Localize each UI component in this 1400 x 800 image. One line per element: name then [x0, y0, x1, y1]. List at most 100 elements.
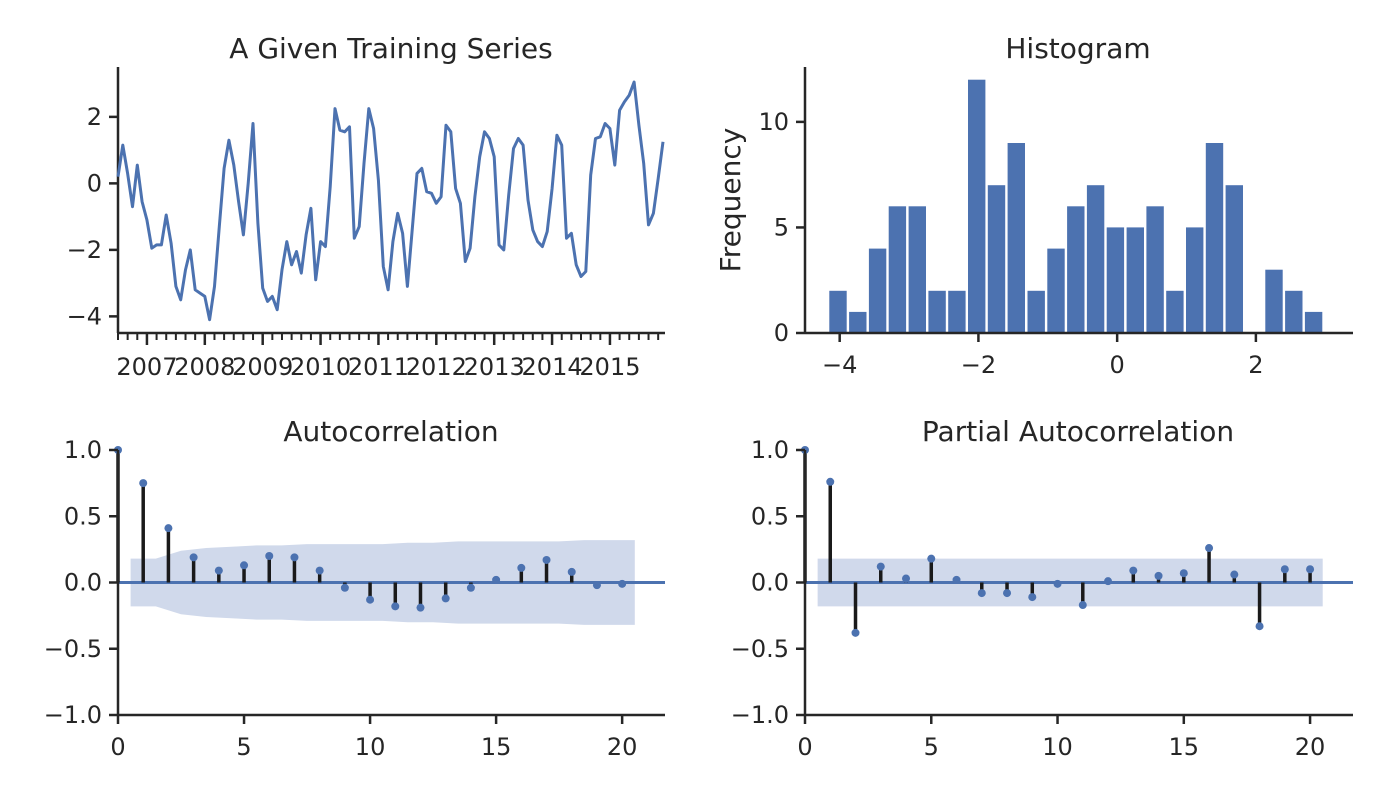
pacf-xtick-label: 20 — [1295, 733, 1326, 761]
pacf-xtick-label: 5 — [924, 733, 939, 761]
acf-marker — [592, 581, 601, 590]
histogram-bar — [987, 185, 1006, 333]
pacf-marker — [1078, 601, 1087, 610]
series-xtick-label: 2010 — [290, 353, 351, 381]
pacf-marker — [876, 562, 885, 571]
series-xtick-label: 2012 — [406, 353, 467, 381]
pacf-ytick-label: 0.0 — [751, 569, 789, 597]
pacf-ytick-label: −1.0 — [731, 701, 789, 729]
acf-marker — [542, 555, 551, 564]
acf-ytick-label: 0.0 — [64, 569, 102, 597]
acf-marker — [441, 594, 450, 603]
acf-marker — [189, 553, 198, 562]
pacf-ytick-label: 0.5 — [751, 502, 789, 530]
histogram-xtick-label: 2 — [1248, 351, 1263, 379]
pacf-ytick-label: 1.0 — [751, 436, 789, 464]
histogram-xtick-label: −4 — [822, 351, 857, 379]
histogram-ytick-label: 10 — [758, 108, 789, 136]
histogram-bar — [948, 290, 966, 333]
histogram-ytick-label: 0 — [774, 319, 789, 347]
histogram-bar — [868, 248, 887, 333]
pacf-marker — [1053, 579, 1062, 588]
acf-ytick-label: 1.0 — [64, 436, 102, 464]
histogram-bar — [1086, 185, 1105, 333]
acf-xtick-label: 0 — [110, 733, 125, 761]
histogram-bar — [1166, 290, 1184, 333]
acf-marker — [391, 602, 400, 611]
histogram-bar — [849, 311, 867, 333]
acf-xtick-label: 10 — [355, 733, 386, 761]
histogram-bar — [1205, 143, 1224, 333]
pacf-xtick-label: 10 — [1042, 733, 1073, 761]
histogram-bar — [1067, 206, 1085, 333]
series-panel: A Given Training Series −4−2022007200820… — [67, 32, 665, 381]
histogram-bar — [1007, 143, 1025, 333]
histogram-bar — [908, 206, 926, 333]
series-line — [116, 80, 665, 322]
histogram-bar — [1225, 185, 1243, 333]
pacf-marker — [1028, 593, 1037, 602]
pacf-marker — [1255, 622, 1264, 631]
pacf-title: Partial Autocorrelation — [922, 415, 1234, 448]
acf-marker — [315, 566, 324, 575]
series-xtick-label: 2009 — [232, 353, 293, 381]
acf-marker — [366, 595, 375, 604]
histogram-bar — [829, 290, 847, 333]
acf-ytick-label: 0.5 — [64, 502, 102, 530]
histogram-bar — [1126, 227, 1144, 333]
histogram-xtick-label: 0 — [1110, 351, 1125, 379]
histogram-ytick-label: 5 — [774, 213, 789, 241]
series-ytick-label: −4 — [67, 302, 102, 330]
series-xtick-label: 2014 — [522, 353, 583, 381]
pacf-marker — [1003, 589, 1012, 598]
acf-xtick-label: 5 — [236, 733, 251, 761]
histogram-bar — [1047, 248, 1065, 333]
pacf-marker — [1280, 565, 1289, 574]
pacf-marker — [1306, 565, 1315, 574]
acf-marker — [416, 603, 425, 612]
acf-xtick-label: 15 — [481, 733, 512, 761]
histogram-bar — [888, 206, 907, 333]
histogram-ylabel: Frequency — [714, 128, 747, 273]
pacf-panel: Partial Autocorrelation 0 5 10 15 20 1.0 0.5 0.… — [731, 415, 1353, 761]
series-ytick-label: 0 — [87, 169, 102, 197]
histogram-bar — [1106, 227, 1125, 333]
pacf-xtick-label: 0 — [797, 733, 812, 761]
histogram-title: Histogram — [1005, 32, 1150, 65]
pacf-marker — [1154, 571, 1163, 580]
pacf-marker — [1205, 544, 1214, 553]
histogram-bar — [1265, 269, 1283, 333]
acf-marker — [517, 563, 526, 572]
series-xtick-label: 2015 — [579, 353, 640, 381]
histogram-bar — [1304, 311, 1323, 333]
pacf-marker — [927, 554, 936, 563]
series-xtick-label: 2007 — [116, 353, 177, 381]
histogram-bar — [1146, 206, 1164, 333]
acf-marker — [466, 583, 475, 592]
pacf-marker — [1104, 577, 1113, 586]
histogram-bar — [1027, 290, 1045, 333]
pacf-marker — [1230, 570, 1239, 579]
series-xtick-label: 2008 — [174, 353, 235, 381]
acf-title: Autocorrelation — [283, 415, 498, 448]
pacf-ytick-label: −0.5 — [731, 635, 789, 663]
series-xtick-label: 2011 — [348, 353, 409, 381]
acf-marker — [567, 567, 576, 576]
acf-xtick-label: 20 — [607, 733, 638, 761]
series-ytick-label: 2 — [87, 103, 102, 131]
histogram-bar — [1186, 227, 1204, 333]
acf-ytick-label: −0.5 — [44, 635, 102, 663]
acf-marker — [164, 524, 173, 533]
acf-marker — [290, 553, 299, 562]
pacf-marker — [952, 575, 961, 584]
histogram-bar — [1285, 290, 1303, 333]
histogram-xtick-label: −2 — [961, 351, 996, 379]
pacf-xtick-label: 15 — [1169, 733, 1200, 761]
series-ytick-label: −2 — [67, 236, 102, 264]
pacf-marker — [977, 589, 986, 598]
series-xtick-label: 2013 — [464, 353, 525, 381]
acf-marker — [618, 579, 627, 588]
histogram-panel: Histogram Frequency −4 −2 0 2 0 5 10 — [714, 32, 1353, 379]
histogram-bar — [928, 290, 946, 333]
